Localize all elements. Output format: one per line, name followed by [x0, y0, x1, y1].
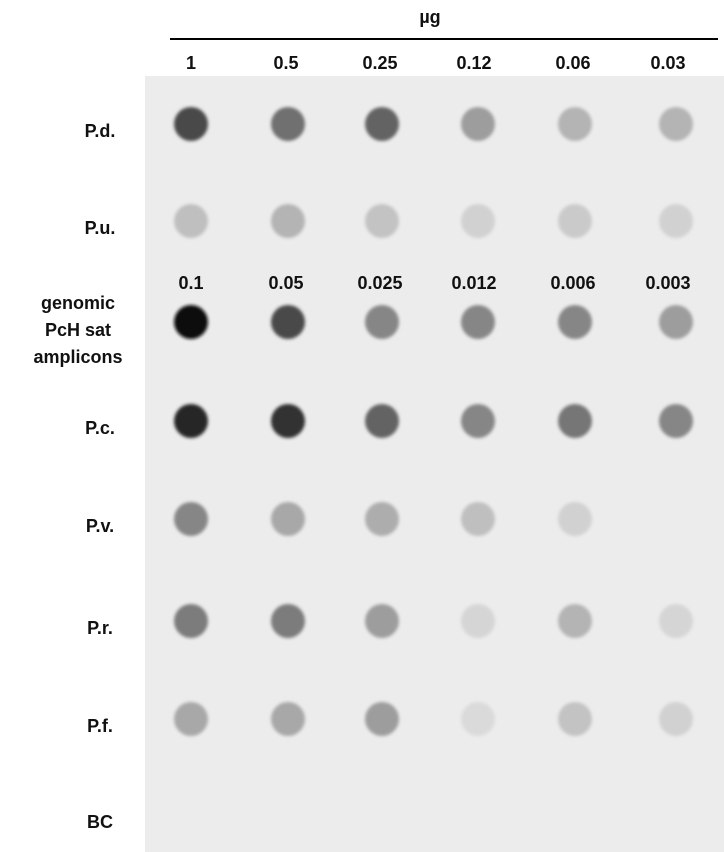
dot [558, 502, 592, 536]
row-label: PcH sat [45, 320, 111, 340]
row-label: P.v. [86, 516, 114, 536]
dot [271, 702, 305, 736]
dot [461, 107, 495, 141]
dot [659, 107, 693, 141]
dot [271, 502, 305, 536]
dot [365, 107, 399, 141]
row-label: P.r. [87, 618, 113, 638]
column-label: 0.12 [456, 53, 491, 73]
dot [365, 604, 399, 638]
dot [271, 107, 305, 141]
dot [558, 204, 592, 238]
row-label: P.u. [85, 218, 116, 238]
dot [271, 305, 305, 339]
dot [659, 404, 693, 438]
column-label: 0.025 [357, 273, 402, 293]
dot [271, 604, 305, 638]
dot [174, 502, 208, 536]
dot [659, 305, 693, 339]
dot [365, 305, 399, 339]
dot [461, 204, 495, 238]
dot [365, 204, 399, 238]
dot-blot-figure: µg 1 0.5 0.25 0.12 0.06 0.03 P.d. P.u. genomic Pc… [0, 0, 724, 852]
column-label: 1 [186, 53, 196, 73]
column-label: 0.05 [268, 273, 303, 293]
dot [174, 404, 208, 438]
row-label: amplicons [33, 347, 122, 367]
dot [659, 604, 693, 638]
dot [174, 204, 208, 238]
dot [271, 204, 305, 238]
column-label: 0.06 [555, 53, 590, 73]
dot [558, 604, 592, 638]
column-label: 0.003 [645, 273, 690, 293]
page: µg 1 0.5 0.25 0.12 0.06 0.03 P.d. P.u. genomic Pc… [0, 0, 724, 852]
dot [461, 702, 495, 736]
row-label: genomic [41, 293, 115, 313]
dot [174, 107, 208, 141]
dot [558, 404, 592, 438]
dot [174, 604, 208, 638]
dot [461, 305, 495, 339]
dot [174, 702, 208, 736]
membrane [145, 76, 724, 852]
dot [365, 502, 399, 536]
dot [558, 107, 592, 141]
dot [659, 702, 693, 736]
column-label: 0.006 [550, 273, 595, 293]
dot [461, 502, 495, 536]
dot [461, 604, 495, 638]
column-label: 0.1 [178, 273, 203, 293]
row-label: P.d. [85, 121, 116, 141]
dot [271, 404, 305, 438]
column-label: 0.25 [362, 53, 397, 73]
row-label: P.c. [85, 418, 115, 438]
column-label: 0.5 [273, 53, 298, 73]
dot [558, 305, 592, 339]
unit-header: µg [419, 7, 440, 27]
dot [174, 305, 208, 339]
column-label: 0.012 [451, 273, 496, 293]
row-label: P.f. [87, 716, 113, 736]
dot [659, 204, 693, 238]
dot [365, 702, 399, 736]
dot [558, 702, 592, 736]
dot [365, 404, 399, 438]
row-label: BC [87, 812, 113, 832]
column-label: 0.03 [650, 53, 685, 73]
dot [461, 404, 495, 438]
